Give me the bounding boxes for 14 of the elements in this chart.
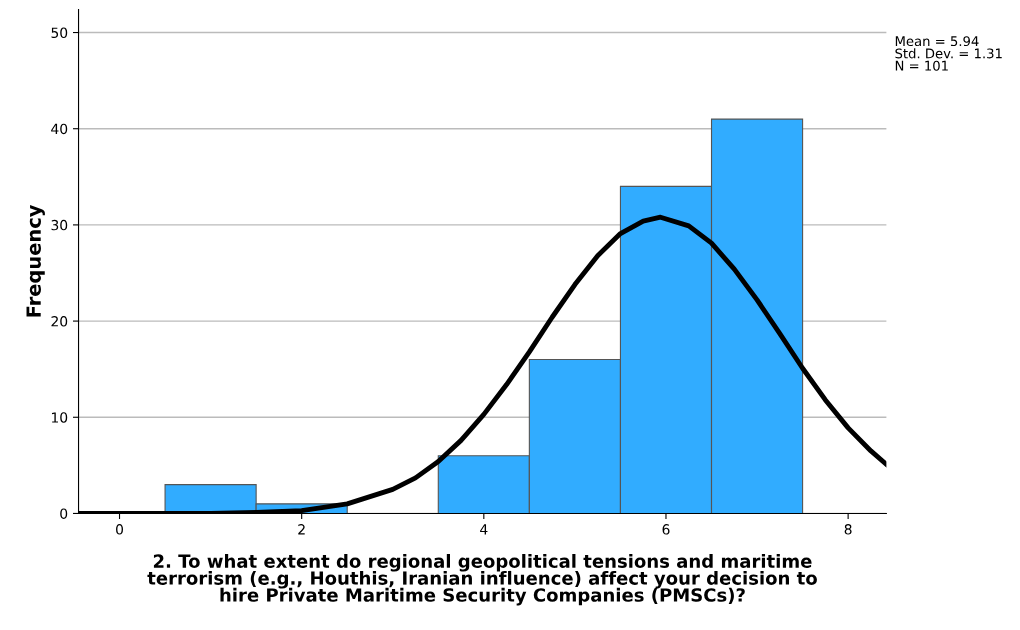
y-tick-label: 30 bbox=[51, 219, 68, 231]
x-axis-title: 2. To what extent do regional geopolitical tensions and maritime terrorism (e.g., Houthis, Iranian influence) affect your decision to hire Private Maritime Security Companies (PMSCs)? bbox=[147, 553, 817, 606]
y-tick-label: 40 bbox=[51, 123, 68, 135]
y-tick-label: 50 bbox=[51, 27, 68, 39]
x-tick-label: 4 bbox=[480, 524, 488, 535]
x-tick-label: 0 bbox=[116, 524, 124, 535]
x-tick-label: 6 bbox=[662, 524, 670, 535]
text: Mean = 5.94 Std. Dev. = 1.31 N = 101 bbox=[895, 36, 1002, 71]
y-tick-label: 0 bbox=[60, 508, 68, 519]
x-tick-label: 2 bbox=[298, 524, 305, 535]
y-tick-label: 10 bbox=[51, 412, 68, 423]
x-tick-label: 8 bbox=[844, 524, 852, 535]
y-axis-title: Frequency bbox=[26, 204, 45, 317]
y-tick-label: 20 bbox=[51, 316, 68, 327]
